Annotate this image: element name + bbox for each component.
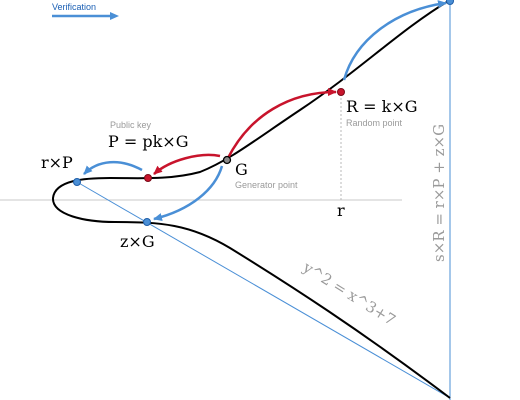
- elliptic-curve: [51, 0, 451, 399]
- public-key-caption: Public key: [110, 120, 152, 130]
- legend: Verification: [52, 2, 119, 20]
- r-value-label: r: [337, 201, 345, 220]
- generator-caption: Generator point: [235, 180, 298, 190]
- arrow-g-to-p: [153, 153, 221, 175]
- r-equation: R = k×G: [346, 97, 418, 116]
- point-z-times-g: [143, 218, 151, 226]
- arrow-r-to-sr: [342, 0, 447, 81]
- random-point-caption: Random point: [346, 118, 403, 128]
- point-s-times-r: [446, 0, 454, 5]
- curve-equation-label: y^2 = x^3+7: [299, 258, 399, 330]
- secant-line: [76, 181, 451, 399]
- verification-equation-label: s×R = r×P + z×G: [430, 124, 448, 262]
- legend-verification-label: Verification: [52, 2, 96, 12]
- point-g: [222, 155, 232, 165]
- legend-arrow-head: [110, 12, 119, 20]
- r-times-p-label: r×P: [41, 153, 73, 172]
- point-r-times-p: [73, 178, 81, 186]
- z-times-g-label: z×G: [120, 232, 155, 251]
- arrow-g-to-r: [226, 88, 337, 159]
- point-p: [144, 174, 152, 182]
- generator-label: G: [235, 160, 248, 179]
- arrow-g-to-zg: [153, 165, 224, 221]
- public-key-equation: P = pk×G: [108, 132, 188, 151]
- arrow-p-to-rp: [83, 160, 143, 175]
- point-r: [337, 88, 345, 96]
